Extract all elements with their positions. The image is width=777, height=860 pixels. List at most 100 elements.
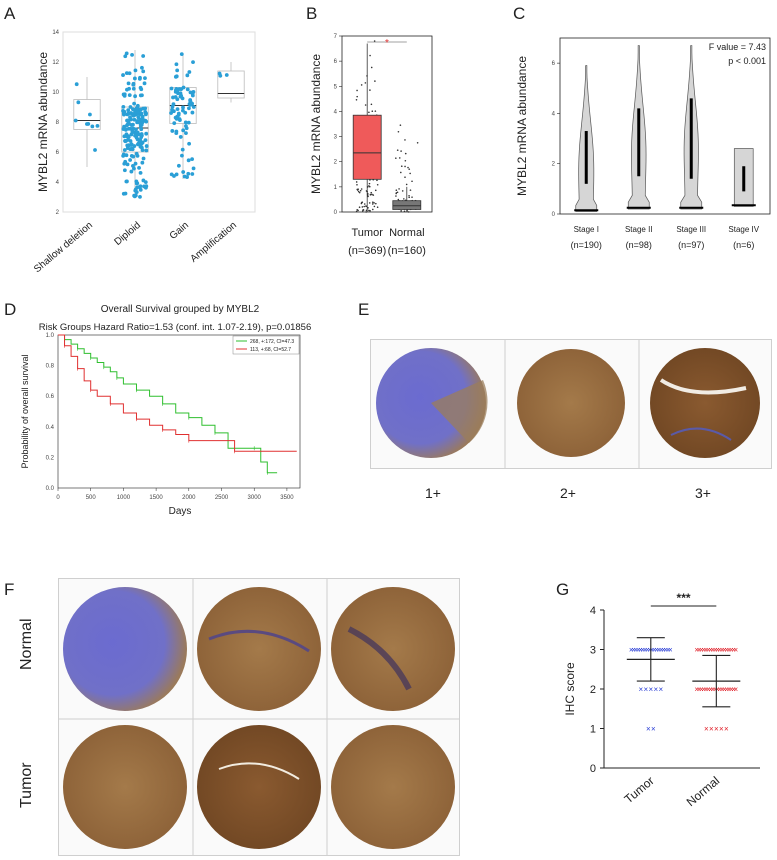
data-point xyxy=(181,85,186,90)
y-tick-label: 1.0 xyxy=(46,333,55,339)
x-tick-count: (n=98) xyxy=(626,240,652,250)
box-1 xyxy=(392,200,422,210)
y-tick-label: 0.4 xyxy=(46,425,55,431)
data-point xyxy=(140,160,145,165)
panel-e-tissue-images xyxy=(376,340,760,468)
data-point xyxy=(73,118,78,123)
data-point xyxy=(358,206,361,209)
data-point xyxy=(370,191,373,194)
data-point xyxy=(176,163,181,168)
data-marker: × xyxy=(722,685,727,694)
data-point xyxy=(361,206,364,208)
data-point xyxy=(400,210,402,212)
x-tick-count: (n=160) xyxy=(388,245,426,257)
x-tick-label: 2500 xyxy=(215,495,229,501)
data-marker: × xyxy=(704,725,709,734)
data-point xyxy=(125,179,129,184)
data-point xyxy=(126,81,131,86)
score-label-1plus: 1+ xyxy=(425,485,441,501)
data-point xyxy=(177,117,182,121)
data-marker: × xyxy=(657,646,662,655)
data-point xyxy=(175,97,180,102)
data-point xyxy=(365,205,367,207)
y-axis-label: MYBL2 mRNA abundance xyxy=(309,54,323,194)
data-point xyxy=(88,112,92,117)
data-point xyxy=(130,146,134,151)
data-point xyxy=(356,188,359,191)
x-axis-label: Days xyxy=(169,506,192,517)
y-tick-label: 10 xyxy=(52,90,59,96)
data-point xyxy=(131,81,136,86)
data-point xyxy=(187,70,192,74)
data-point xyxy=(186,158,191,163)
data-point xyxy=(121,153,126,158)
data-point xyxy=(86,122,91,126)
data-point xyxy=(172,121,177,126)
tissue-core-3plus xyxy=(650,348,760,458)
data-point xyxy=(370,66,373,69)
data-point xyxy=(124,71,129,76)
box-0 xyxy=(352,114,382,180)
data-point xyxy=(373,205,376,208)
data-point xyxy=(356,183,358,186)
data-point xyxy=(132,166,136,171)
data-point xyxy=(133,161,138,166)
data-point xyxy=(171,102,176,107)
data-point xyxy=(374,110,377,112)
data-point xyxy=(416,141,419,144)
data-marker: × xyxy=(711,646,716,655)
data-point xyxy=(170,129,175,133)
data-point xyxy=(129,142,134,147)
data-point xyxy=(187,141,192,146)
data-point xyxy=(191,89,196,94)
data-point xyxy=(186,120,191,125)
tissue-core-2plus xyxy=(517,349,625,457)
panel-e-staining-frame xyxy=(370,339,772,469)
data-point xyxy=(376,183,379,186)
data-point xyxy=(405,183,408,186)
data-marker: × xyxy=(694,646,699,655)
data-marker: × xyxy=(713,646,718,655)
data-point xyxy=(173,74,178,79)
data-point xyxy=(175,114,180,119)
data-point xyxy=(395,157,397,159)
data-point xyxy=(374,189,377,192)
panel-label-f: F xyxy=(4,580,15,599)
y-tick-label: 12 xyxy=(52,60,59,66)
x-tick-label: 1000 xyxy=(117,495,131,501)
data-marker: × xyxy=(711,685,716,694)
y-tick-label: 2 xyxy=(590,684,596,696)
data-marker: × xyxy=(648,685,653,694)
data-marker: × xyxy=(663,646,668,655)
data-marker: × xyxy=(668,646,673,655)
panel-label-a: A xyxy=(4,4,16,23)
data-point xyxy=(409,172,411,175)
x-tick-count: (n=190) xyxy=(571,240,602,250)
y-tick-label: 0 xyxy=(334,210,338,216)
data-point xyxy=(136,132,141,137)
data-marker: × xyxy=(731,646,736,655)
x-tick-label: 0 xyxy=(56,495,60,501)
data-marker: × xyxy=(699,685,704,694)
data-point xyxy=(363,205,365,208)
panel-label-c: C xyxy=(513,4,526,23)
data-point xyxy=(398,157,401,159)
data-point xyxy=(140,65,144,70)
data-point xyxy=(137,165,141,170)
data-point xyxy=(131,122,135,127)
data-marker: × xyxy=(652,646,657,655)
plot-frame xyxy=(341,35,433,213)
data-point xyxy=(371,203,374,205)
data-point xyxy=(408,194,410,197)
y-tick-label: 6 xyxy=(56,150,60,156)
data-marker: × xyxy=(709,725,714,734)
x-tick-label: Gain xyxy=(168,220,191,242)
y-tick-label: 7 xyxy=(334,34,338,40)
data-point xyxy=(360,188,363,190)
data-point xyxy=(126,108,131,113)
x-tick-label: Stage III xyxy=(676,225,706,234)
data-marker: × xyxy=(719,725,724,734)
data-point xyxy=(404,165,406,168)
data-point xyxy=(190,172,195,176)
data-marker: × xyxy=(708,646,713,655)
